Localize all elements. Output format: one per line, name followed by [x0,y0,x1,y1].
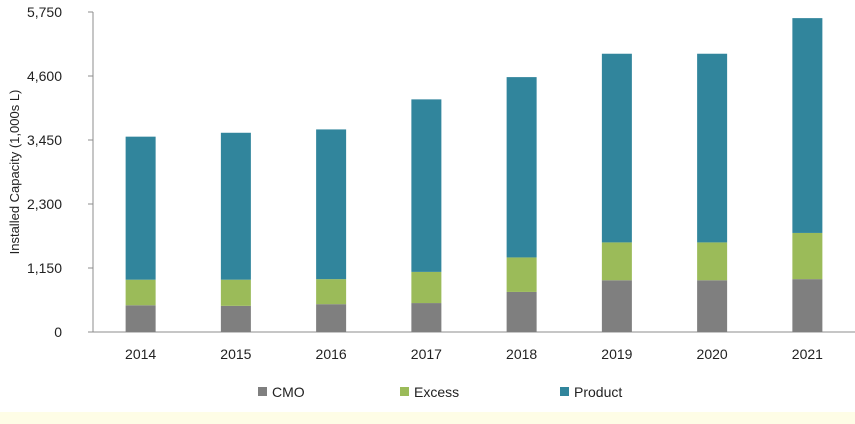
bar-segment-excess [411,271,442,304]
footer-band [0,412,855,424]
bar-segment-excess [316,279,347,305]
bar-segment-cmo [411,303,442,332]
bar-segment-cmo [506,291,537,332]
bar-segment-cmo [601,280,632,332]
bar-segment-product [411,99,442,272]
legend-swatch-product [560,387,569,396]
legend-label-excess: Excess [414,384,459,400]
bar-segment-excess [792,232,823,280]
x-tick-label: 2021 [792,346,823,362]
bar-segment-product [125,136,156,280]
x-tick-label: 2019 [601,346,632,362]
bar-segment-cmo [792,279,823,332]
stacked-bar-chart: 0 1,150 2,300 3,450 4,600 5,750 2014 2015 2016 2… [7,4,855,400]
bar-segment-product [220,132,251,280]
bar-segment-excess [220,279,251,306]
bar-segment-product [601,53,632,243]
x-tick-label: 2018 [506,346,537,362]
y-tick-label: 0 [54,324,62,340]
y-tick-label: 5,750 [27,4,62,20]
legend-label-cmo: CMO [272,384,305,400]
bar-segment-cmo [697,280,728,332]
bar-segment-excess [506,257,537,292]
x-tick-label: 2020 [697,346,728,362]
y-axis-title: Installed Capacity (1,000s L) [7,90,22,255]
bar-segment-cmo [220,305,251,332]
bar-segment-product [506,77,537,258]
y-tick-label: 2,300 [27,196,62,212]
y-tick-label: 3,450 [27,132,62,148]
legend-swatch-cmo [258,387,267,396]
bar-segment-excess [601,242,632,281]
bar-segment-cmo [316,304,347,332]
bar-segment-cmo [125,305,156,332]
x-tick-label: 2016 [316,346,347,362]
x-tick-label: 2015 [220,346,251,362]
bar-segment-product [697,53,728,243]
bar-segment-excess [125,279,156,306]
x-tick-label: 2017 [411,346,442,362]
legend-label-product: Product [574,384,622,400]
legend-swatch-excess [400,387,409,396]
bar-segment-product [316,129,347,280]
y-tick-label: 4,600 [27,68,62,84]
x-tick-label: 2014 [125,346,156,362]
bar-segment-product [792,18,823,233]
bar-segment-excess [697,242,728,281]
y-tick-label: 1,150 [27,260,62,276]
